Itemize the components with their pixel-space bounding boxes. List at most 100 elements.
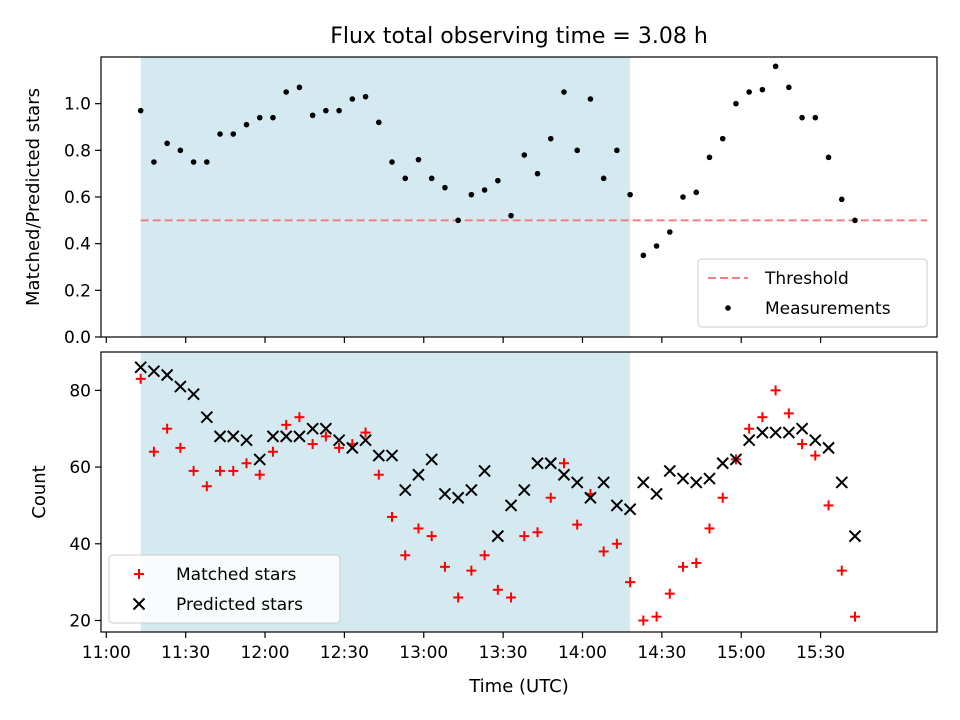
legend-label: Predicted stars	[176, 595, 303, 615]
measurement-point	[666, 229, 673, 235]
y-tick-label: 40	[69, 535, 91, 555]
matched-star-point	[188, 465, 199, 476]
legend: Matched stars Predicted stars	[108, 554, 341, 624]
x-marker-b	[399, 483, 412, 497]
predicted-star-point	[385, 449, 399, 462]
predicted-star-point	[835, 476, 848, 489]
x-tick-label: 11:00	[82, 643, 131, 663]
x-marker-b	[518, 483, 531, 497]
x-marker-b	[650, 487, 663, 501]
measurement-point	[574, 147, 581, 154]
measurement-point	[600, 175, 607, 182]
measurement-point	[706, 154, 713, 161]
x-marker-b	[729, 453, 743, 466]
y-tick-label: 60	[69, 458, 91, 478]
matched-star-point	[744, 423, 755, 434]
measurement-point	[547, 135, 554, 142]
predicted-star-point	[597, 476, 610, 489]
predicted-star-point	[491, 529, 505, 543]
predicted-star-point	[822, 441, 835, 455]
x-marker-b	[213, 430, 227, 443]
measurement-point	[640, 252, 647, 259]
measurement-point	[375, 119, 382, 126]
measurement-point	[825, 154, 832, 161]
matched-star-point	[810, 450, 821, 461]
matched-star-point	[135, 373, 146, 384]
measurement-point	[230, 131, 237, 137]
legend-label: Threshold	[764, 269, 849, 289]
matched-star-point	[148, 446, 159, 457]
measurement-point	[256, 114, 263, 121]
measurement-point	[653, 243, 660, 249]
x-marker-b	[637, 476, 650, 489]
measurement-point	[719, 135, 726, 142]
measurement-point	[561, 89, 567, 95]
x-marker-b	[610, 499, 624, 512]
matched-star-point	[691, 557, 702, 568]
predicted-star-point	[570, 476, 584, 489]
matched-star-point	[558, 458, 569, 469]
measurement-point	[495, 177, 501, 184]
measurement-point	[151, 159, 157, 165]
predicted-star-point	[293, 430, 306, 443]
predicted-star-point	[465, 483, 478, 497]
matched-star-point	[215, 465, 226, 476]
predicted-star-point	[650, 487, 663, 501]
matched-star-point	[823, 500, 834, 511]
x-marker-b	[809, 434, 822, 447]
matched-star-point	[426, 531, 437, 542]
x-marker-b	[438, 487, 452, 501]
x-tick-label: 12:00	[241, 643, 290, 663]
matched-star-point	[519, 531, 530, 542]
matched-star-point	[294, 412, 305, 423]
predicted-star-point	[160, 368, 174, 382]
measurement-point	[309, 112, 316, 119]
predicted-star-point	[346, 441, 359, 455]
x-marker-b	[279, 430, 293, 443]
x-tick-label: 15:00	[717, 643, 766, 663]
predicted-star-point	[544, 457, 557, 470]
matched-star-point	[664, 588, 675, 599]
x-marker-b	[504, 499, 518, 512]
x-axis-label: Time (UTC)	[468, 676, 569, 697]
x-marker-b	[557, 468, 571, 481]
matched-star-point	[545, 492, 556, 503]
x-marker-b	[200, 410, 214, 424]
x-marker-b	[465, 483, 478, 497]
x-tick-label: 13:30	[479, 643, 528, 663]
x-marker-b	[160, 368, 174, 382]
matched-star-point	[836, 565, 847, 576]
measurement-point	[349, 96, 356, 102]
x-marker-b	[716, 457, 729, 470]
y-tick-label: 1.0	[64, 95, 91, 115]
predicted-star-point	[332, 434, 346, 447]
matched-star-point	[254, 469, 265, 480]
x-marker-b	[703, 472, 716, 485]
measurement-point	[204, 159, 210, 165]
predicted-star-point	[756, 426, 769, 439]
measurement-point	[852, 217, 858, 224]
matched-star-point	[373, 469, 384, 480]
measurement-point	[336, 107, 342, 114]
measurement-point	[389, 159, 395, 165]
x-tick-label: 14:00	[558, 643, 607, 663]
predicted-star-point	[809, 434, 822, 447]
x-marker-b	[266, 430, 280, 443]
y-tick-label: 0.0	[64, 328, 91, 348]
matched-star-point	[175, 442, 186, 453]
x-marker-b	[795, 422, 809, 435]
predicted-star-point	[848, 529, 862, 543]
bottom-y-axis-label: Count	[29, 465, 50, 518]
matched-star-point	[453, 592, 464, 603]
matched-star-point	[320, 431, 331, 442]
measurement-point	[838, 196, 845, 203]
x-marker-b	[835, 476, 848, 489]
matched-star-point	[770, 385, 781, 396]
matched-star-point	[783, 408, 794, 419]
chart-title: Flux total observing time = 3.08 h	[330, 24, 708, 49]
matched-star-point	[334, 442, 345, 453]
matched-star-point	[162, 423, 173, 434]
measurement-point	[442, 184, 448, 191]
predicted-star-point	[240, 434, 253, 447]
x-tick-label: 11:30	[161, 643, 210, 663]
